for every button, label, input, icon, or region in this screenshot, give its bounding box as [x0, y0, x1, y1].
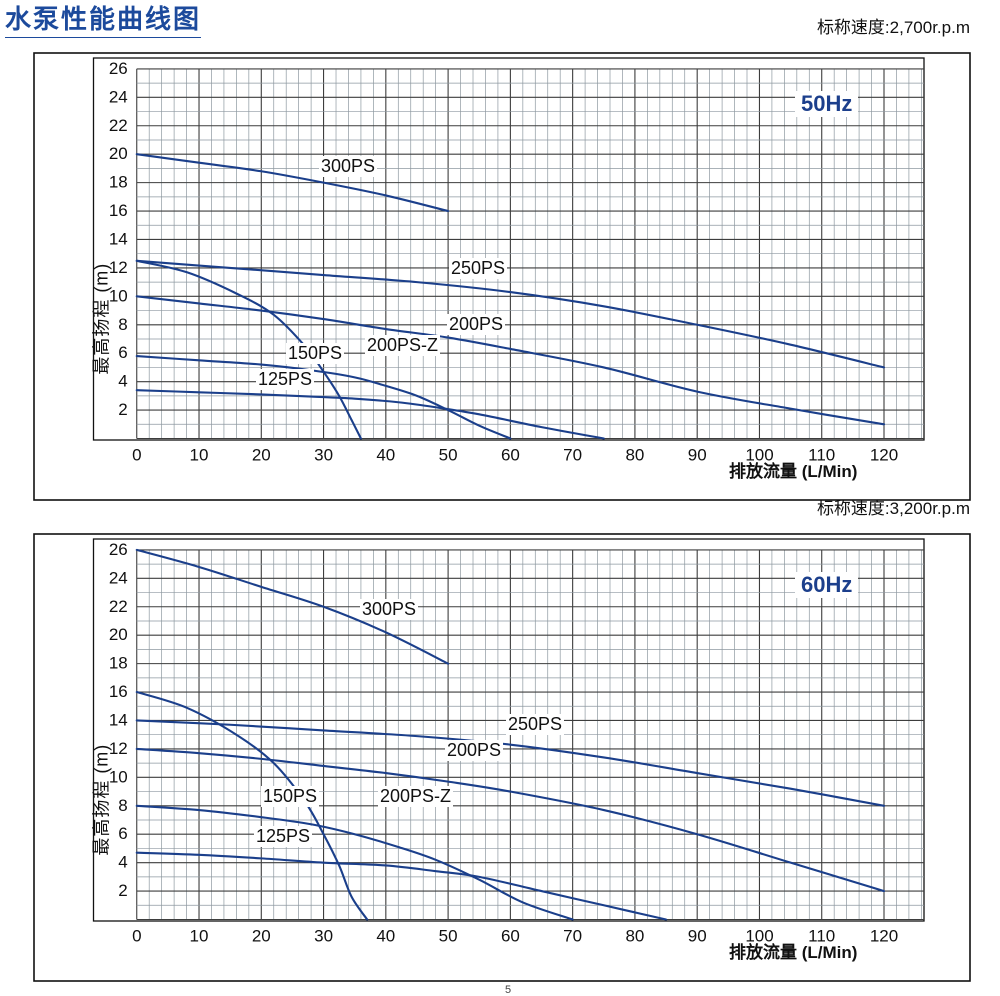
svg-text:20: 20	[109, 144, 128, 163]
svg-text:0: 0	[132, 927, 141, 946]
svg-text:30: 30	[314, 446, 333, 465]
svg-text:50: 50	[439, 927, 458, 946]
svg-text:16: 16	[109, 682, 128, 701]
svg-text:30: 30	[314, 927, 333, 946]
svg-text:26: 26	[109, 540, 128, 559]
svg-text:18: 18	[109, 654, 128, 673]
svg-text:10: 10	[190, 446, 209, 465]
svg-text:最高扬程 (m): 最高扬程 (m)	[92, 263, 112, 375]
svg-text:10: 10	[109, 767, 128, 786]
svg-text:26: 26	[109, 59, 128, 78]
svg-text:24: 24	[109, 568, 128, 587]
svg-text:6: 6	[118, 824, 127, 843]
svg-text:0: 0	[132, 446, 141, 465]
svg-text:60: 60	[501, 927, 520, 946]
svg-text:22: 22	[109, 116, 128, 135]
svg-text:80: 80	[625, 446, 644, 465]
svg-text:90: 90	[688, 927, 707, 946]
svg-text:40: 40	[376, 927, 395, 946]
svg-text:12: 12	[109, 739, 128, 758]
svg-text:8: 8	[118, 796, 127, 815]
svg-text:14: 14	[109, 711, 128, 730]
svg-text:2: 2	[118, 400, 127, 419]
svg-text:18: 18	[109, 173, 128, 192]
svg-text:最高扬程 (m): 最高扬程 (m)	[92, 744, 112, 856]
svg-text:24: 24	[109, 87, 128, 106]
svg-text:20: 20	[252, 927, 271, 946]
svg-text:2: 2	[118, 881, 127, 900]
svg-text:22: 22	[109, 597, 128, 616]
svg-text:14: 14	[109, 230, 128, 249]
svg-text:4: 4	[118, 372, 127, 391]
svg-text:10: 10	[109, 286, 128, 305]
svg-text:60: 60	[501, 446, 520, 465]
svg-text:90: 90	[688, 446, 707, 465]
svg-text:12: 12	[109, 258, 128, 277]
svg-text:50: 50	[439, 446, 458, 465]
svg-text:70: 70	[563, 927, 582, 946]
svg-text:16: 16	[109, 201, 128, 220]
svg-text:4: 4	[118, 853, 127, 872]
svg-text:10: 10	[190, 927, 209, 946]
svg-text:40: 40	[376, 446, 395, 465]
svg-text:70: 70	[563, 446, 582, 465]
svg-text:80: 80	[625, 927, 644, 946]
svg-text:8: 8	[118, 315, 127, 334]
svg-text:120: 120	[870, 446, 898, 465]
svg-text:20: 20	[109, 625, 128, 644]
svg-text:20: 20	[252, 446, 271, 465]
svg-text:120: 120	[870, 927, 898, 946]
svg-text:6: 6	[118, 343, 127, 362]
